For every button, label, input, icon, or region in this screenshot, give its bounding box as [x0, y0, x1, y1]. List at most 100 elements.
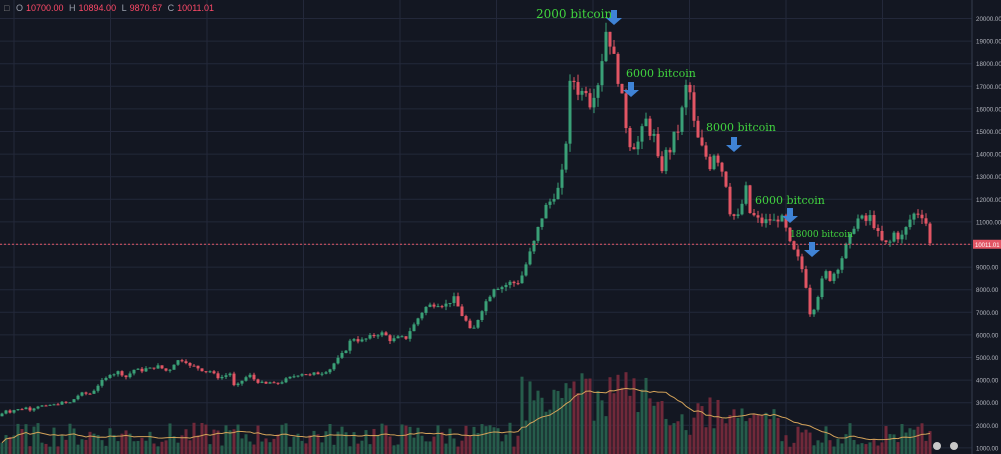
volume-bar — [164, 440, 168, 454]
price-tick-label: 17000.00 — [976, 84, 1001, 91]
candle-body — [304, 374, 308, 376]
volume-bar — [508, 422, 512, 454]
candle-body — [688, 84, 692, 93]
price-tick-label: 6000.00 — [976, 332, 999, 339]
volume-bar — [72, 428, 76, 454]
volume-bar — [832, 446, 836, 454]
candle-body — [112, 374, 116, 376]
volume-bar — [288, 446, 292, 454]
annotation-label: 2000 bitcoin — [536, 7, 612, 21]
volume-bar — [868, 442, 872, 454]
volume-bar — [300, 440, 304, 454]
volume-bar — [100, 440, 104, 454]
volume-bar — [864, 444, 868, 454]
volume-bar — [592, 420, 596, 454]
grid — [0, 0, 972, 454]
volume-bar — [828, 440, 832, 454]
candle-body — [568, 80, 572, 144]
candle-body — [512, 281, 516, 284]
volume-bar — [512, 446, 516, 454]
candle-body — [12, 410, 16, 413]
price-axis-bg — [972, 0, 1001, 454]
candle-body — [132, 369, 136, 374]
volume-bar — [488, 425, 492, 454]
annotations: 2000 bitcoin 6000 bitcoin 8000 bitcoin 6000… — [536, 7, 853, 257]
volume-bar — [436, 425, 440, 454]
volume-bar — [500, 441, 504, 454]
candle-body — [320, 373, 324, 375]
candle-body — [600, 61, 604, 86]
candle-body — [800, 256, 804, 270]
candle-body — [788, 227, 792, 242]
candle-body — [816, 297, 820, 310]
volume-bar — [24, 424, 28, 454]
candle-body — [0, 413, 4, 417]
price-tick-label: 2000.00 — [976, 423, 999, 430]
candle-body — [612, 46, 616, 54]
volume-bar — [564, 383, 568, 454]
volume-bar — [156, 446, 160, 454]
candle-body — [164, 368, 168, 371]
volume-bar — [780, 441, 784, 454]
volume-bar — [76, 444, 80, 454]
volume-bar — [224, 425, 228, 454]
volume-bar — [588, 378, 592, 454]
volume-bar — [912, 429, 916, 454]
volume-bar — [852, 440, 856, 454]
candle-body — [224, 375, 228, 377]
candle-body — [44, 405, 48, 407]
candle-body — [480, 311, 484, 320]
candle-body — [564, 143, 568, 170]
volume-bar — [812, 445, 816, 454]
volume-bar — [708, 397, 712, 454]
volume-bar — [336, 431, 340, 454]
volume-bar — [60, 435, 64, 454]
volume-bar — [720, 418, 724, 454]
volume-bar — [804, 429, 808, 454]
volume-bar — [160, 441, 164, 454]
volume-bar — [400, 424, 404, 454]
volume-bar — [836, 438, 840, 454]
volume-bar — [360, 440, 364, 454]
volume-bar — [624, 372, 628, 454]
volume-bar — [616, 374, 620, 454]
volume-bar — [184, 429, 188, 454]
volume-bar — [604, 416, 608, 454]
symbol-icon[interactable]: □ — [4, 3, 10, 13]
candle-body — [780, 215, 784, 222]
volume-bar — [532, 400, 536, 454]
volume-bar — [628, 395, 632, 454]
candle-body — [160, 365, 164, 369]
volume-bar — [788, 446, 792, 454]
candle-body — [348, 340, 352, 351]
volume-bar — [192, 422, 196, 454]
candle-body — [776, 219, 780, 222]
candle-body — [64, 401, 68, 403]
volume-bar — [568, 388, 572, 454]
candle-body — [60, 401, 64, 405]
volume-bar — [4, 435, 8, 454]
volume-bar — [148, 431, 152, 454]
price-tick-label: 20000.00 — [976, 16, 1001, 23]
volume-bar — [496, 428, 500, 454]
volume-bar — [80, 439, 84, 454]
candle-body — [280, 382, 284, 384]
volume-bar — [372, 428, 376, 454]
candle-body — [804, 269, 808, 288]
candle-body — [432, 304, 436, 307]
volume-bar — [440, 432, 444, 454]
volume-bar — [296, 433, 300, 454]
candle-body — [900, 234, 904, 240]
candle-body — [624, 93, 628, 129]
candle-body — [668, 149, 672, 153]
candle-body — [720, 162, 724, 172]
candles — [0, 22, 932, 417]
volume-bar — [416, 427, 420, 454]
price-tick-label: 11000.00 — [976, 219, 1001, 226]
candle-body — [68, 402, 72, 404]
candle-body — [444, 303, 448, 307]
candle-body — [204, 371, 208, 373]
volume-bar — [392, 445, 396, 454]
